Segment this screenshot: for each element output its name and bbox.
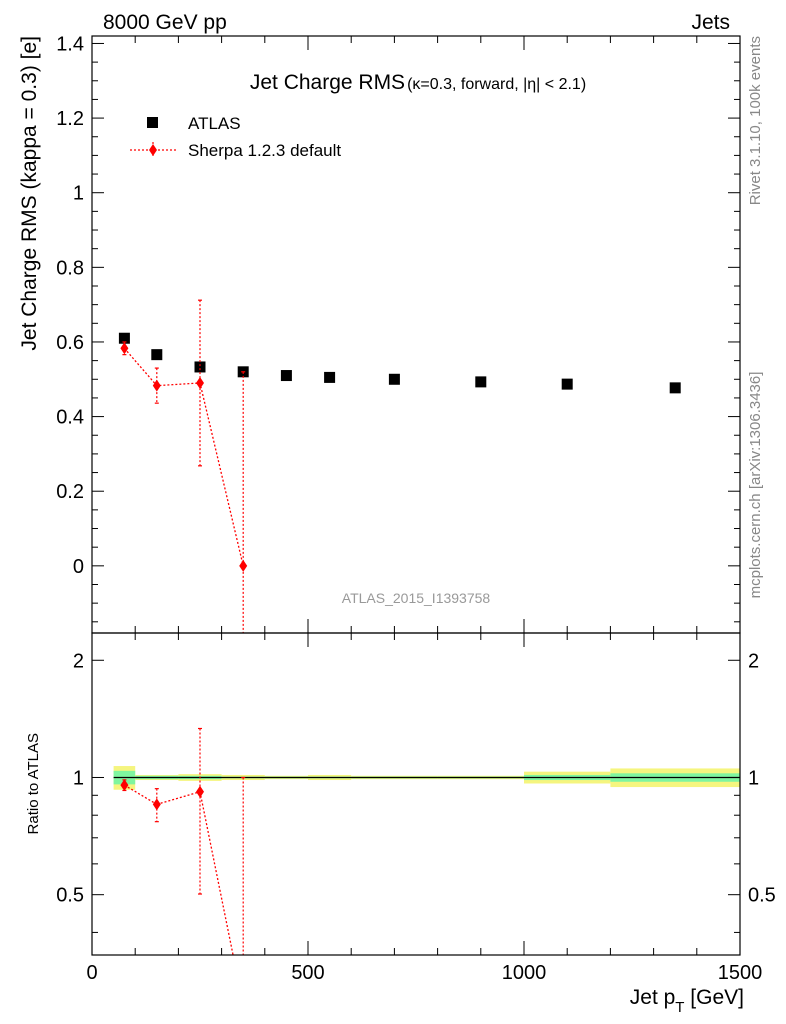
xtick-label: 0 bbox=[86, 962, 97, 984]
main-title-text: Jet Charge RMS bbox=[250, 71, 405, 94]
ratio-ytick-label-right: 1 bbox=[748, 767, 759, 789]
main-ytick-label: 1 bbox=[73, 183, 84, 205]
atlas-point bbox=[475, 376, 487, 388]
ratio-ytick-label: 1 bbox=[73, 767, 84, 789]
main-ytick-label: 0.4 bbox=[56, 407, 84, 429]
legend-atlas-marker bbox=[147, 117, 158, 128]
sherpa-point bbox=[120, 342, 129, 355]
atlas-point bbox=[118, 332, 130, 344]
sherpa-point bbox=[196, 377, 204, 390]
header-left: 8000 GeV pp bbox=[103, 11, 227, 34]
main-title-subtext: (κ=0.3, forward, |η| < 2.1) bbox=[407, 76, 586, 93]
ratio-sherpa-line bbox=[124, 784, 158, 805]
atlas-point bbox=[280, 370, 292, 382]
main-ytick-label: 0 bbox=[73, 556, 84, 578]
header-right: Jets bbox=[691, 11, 730, 34]
atlas-point bbox=[561, 378, 573, 390]
main-ytick-label: 0.8 bbox=[56, 257, 84, 279]
rivet-label: Rivet 3.1.10, 100k events bbox=[747, 36, 764, 205]
main-title: Jet Charge RMS (κ=0.3, forward, |η| < 2.1… bbox=[250, 71, 586, 94]
main-ytick-label: 1.2 bbox=[56, 108, 84, 130]
legend-sherpa-label: Sherpa 1.2.3 default bbox=[188, 141, 341, 160]
atlas-point bbox=[194, 361, 206, 373]
atlas-point bbox=[669, 382, 681, 394]
ratio-ytick-label: 2 bbox=[73, 650, 84, 672]
main-ytick-label: 1.4 bbox=[56, 33, 84, 55]
ratio-ytick-label-right: 0.5 bbox=[748, 885, 776, 907]
x-axis-label: Jet pT [GeV] bbox=[630, 986, 744, 1016]
ratio-sherpa-line bbox=[156, 791, 201, 805]
ratio-ytick-label: 0.5 bbox=[56, 885, 84, 907]
xtick-label: 1500 bbox=[718, 962, 763, 984]
sherpa-line bbox=[123, 347, 244, 566]
xtick-label: 500 bbox=[291, 962, 324, 984]
main-ytick-label: 0.6 bbox=[56, 332, 84, 354]
ratio-frame bbox=[91, 632, 741, 956]
analysis-id: ATLAS_2015_I1393758 bbox=[342, 590, 491, 606]
legend: ATLAS Sherpa 1.2.3 default bbox=[130, 114, 341, 160]
main-ytick-label: 0.2 bbox=[56, 481, 84, 503]
mcplots-label: mcplots.cern.ch [arXiv:1306.3436] bbox=[747, 372, 764, 599]
ratio-sherpa-line bbox=[199, 791, 234, 956]
legend-sherpa-marker bbox=[149, 144, 157, 156]
atlas-point bbox=[151, 349, 163, 361]
sherpa-point bbox=[152, 379, 161, 392]
main-ylabel: Jet Charge RMS (kappa = 0.3) [e] bbox=[18, 36, 41, 351]
ratio-panel: 0.5 0.5 1 1 2 2 0 500 1000 1500 bbox=[56, 632, 776, 984]
xtick-label: 1000 bbox=[502, 962, 547, 984]
ratio-sherpa-point bbox=[152, 798, 161, 811]
legend-atlas-label: ATLAS bbox=[188, 114, 241, 133]
atlas-point bbox=[388, 373, 400, 385]
ratio-ytick-label-right: 2 bbox=[748, 650, 759, 672]
ratio-ylabel: Ratio to ATLAS bbox=[25, 733, 42, 834]
ratio-sherpa-point bbox=[120, 779, 129, 792]
ratio-sherpa-point bbox=[196, 785, 204, 798]
main-panel: 0 0.2 0.4 0.6 0.8 1 1.2 1.4 bbox=[56, 33, 741, 634]
sherpa-point bbox=[239, 559, 248, 572]
atlas-point bbox=[324, 371, 336, 383]
